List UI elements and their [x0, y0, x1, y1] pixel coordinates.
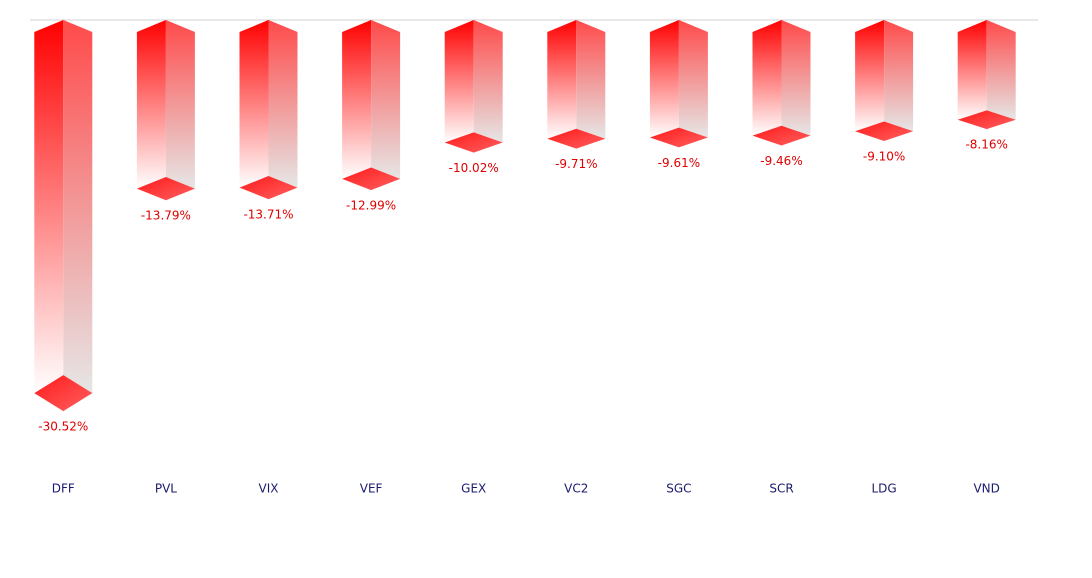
x-tick-label: VC2	[564, 482, 588, 496]
value-label: -13.79%	[141, 209, 191, 223]
bar-front	[752, 20, 782, 136]
x-tick-label: VND	[973, 482, 999, 496]
bar-base	[342, 167, 401, 191]
bar-base	[855, 121, 914, 141]
bar-front	[444, 20, 474, 143]
bar-front	[855, 20, 885, 132]
x-tick-label: LDG	[871, 482, 896, 496]
value-label: -9.46%	[760, 154, 802, 168]
bar-side	[268, 20, 298, 188]
bar-front	[342, 20, 372, 179]
bar-base	[649, 127, 708, 148]
bar-base	[957, 110, 1016, 130]
bar-base	[444, 132, 503, 153]
bar-base	[752, 125, 811, 146]
bar-side	[576, 20, 606, 139]
bar-side	[884, 20, 914, 132]
bar-front	[136, 20, 166, 189]
value-label: -9.10%	[863, 149, 905, 163]
x-tick-label: PVL	[155, 482, 177, 496]
x-tick-label: GEX	[461, 482, 486, 496]
bar-side	[678, 20, 708, 138]
x-tick-label: VEF	[360, 482, 383, 496]
bar-side	[63, 20, 93, 394]
bar-base	[34, 375, 93, 412]
bar-front	[239, 20, 269, 188]
bar-base	[239, 176, 298, 200]
value-label: -8.16%	[965, 138, 1007, 152]
value-label: -12.99%	[346, 199, 396, 213]
bar-side	[165, 20, 195, 189]
x-tick-label: SCR	[769, 482, 793, 496]
bar-front	[649, 20, 679, 138]
x-tick-label: VIX	[259, 482, 279, 496]
value-label: -9.61%	[658, 156, 700, 170]
x-tick-label: SGC	[666, 482, 691, 496]
bar-side	[781, 20, 811, 136]
bar-base	[136, 176, 195, 201]
bar-base	[547, 128, 606, 149]
value-label: -13.71%	[243, 208, 293, 222]
bar-side	[371, 20, 401, 179]
value-label: -30.52%	[38, 420, 88, 434]
bar-side	[473, 20, 503, 143]
value-label: -9.71%	[555, 157, 597, 171]
bar-side	[986, 20, 1016, 120]
value-label: -10.02%	[449, 161, 499, 175]
x-tick-label: DFF	[52, 482, 75, 496]
bar-front	[34, 20, 64, 394]
bar-front	[547, 20, 577, 139]
bar-front	[957, 20, 987, 120]
